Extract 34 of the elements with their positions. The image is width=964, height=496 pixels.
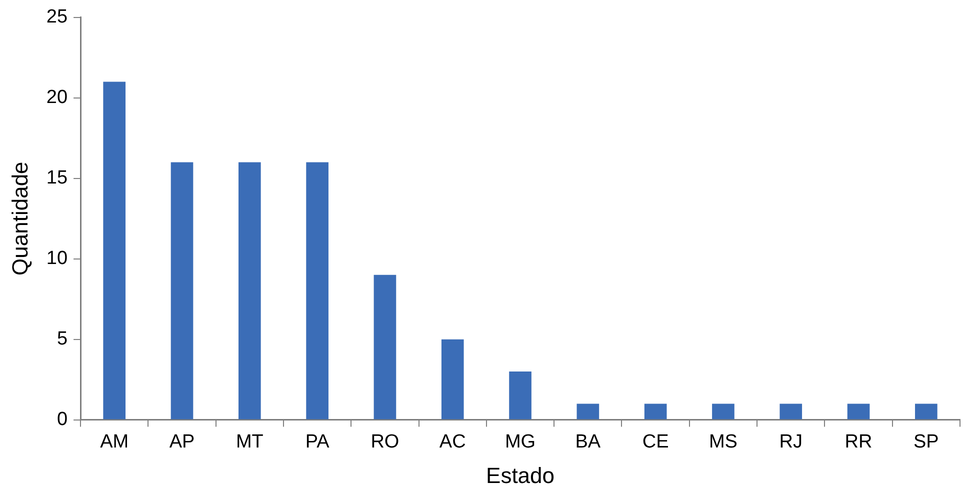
x-tick-label: RJ bbox=[779, 431, 802, 452]
x-tick-label: MT bbox=[236, 431, 264, 452]
bar bbox=[847, 404, 870, 420]
bar bbox=[306, 162, 328, 420]
bar bbox=[441, 339, 464, 420]
x-tick-label: AM bbox=[100, 431, 129, 452]
x-axis-title: Estado bbox=[486, 462, 555, 488]
bar bbox=[238, 162, 261, 420]
y-tick-label: 15 bbox=[46, 168, 68, 189]
bar bbox=[576, 404, 600, 420]
y-tick-label: 0 bbox=[56, 409, 68, 430]
x-tick-label: RO bbox=[370, 431, 400, 452]
bar bbox=[915, 404, 938, 420]
y-tick-label: 5 bbox=[56, 328, 68, 350]
x-tick-label: AC bbox=[439, 431, 466, 452]
bar bbox=[644, 404, 667, 420]
bar bbox=[780, 404, 802, 420]
bar bbox=[374, 274, 396, 420]
bar bbox=[103, 82, 126, 420]
x-tick-label: RR bbox=[844, 431, 872, 452]
bar bbox=[170, 162, 194, 420]
x-tick-label: CE bbox=[642, 431, 669, 452]
bar bbox=[509, 372, 532, 420]
x-tick-label: MG bbox=[504, 431, 536, 452]
x-tick-label: AP bbox=[169, 431, 195, 452]
x-tick-label: PA bbox=[305, 431, 330, 452]
bar bbox=[712, 404, 734, 420]
x-tick-label: SP bbox=[913, 431, 939, 452]
y-tick-label: 25 bbox=[46, 6, 68, 28]
x-tick-label: BA bbox=[575, 431, 601, 452]
y-tick-label: 20 bbox=[46, 87, 68, 108]
y-tick-label: 10 bbox=[46, 248, 68, 270]
y-axis-title: Quantidade bbox=[7, 162, 32, 276]
x-tick-label: MS bbox=[708, 431, 738, 452]
